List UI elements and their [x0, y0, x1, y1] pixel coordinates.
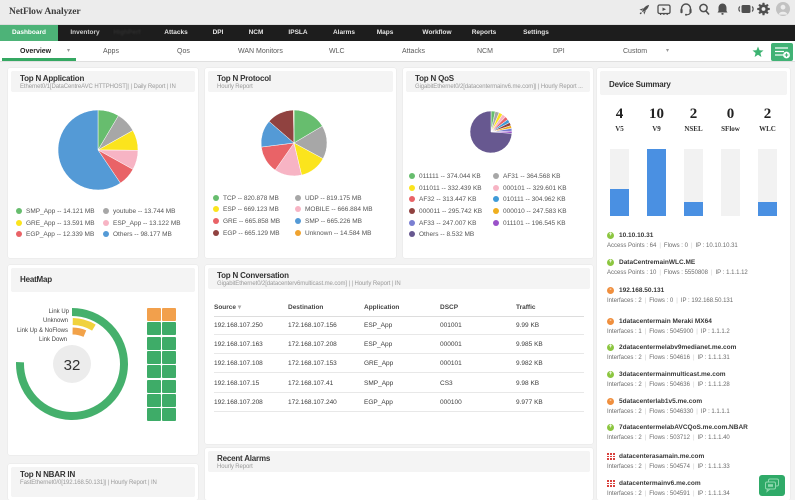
svg-text:32: 32	[63, 357, 80, 374]
